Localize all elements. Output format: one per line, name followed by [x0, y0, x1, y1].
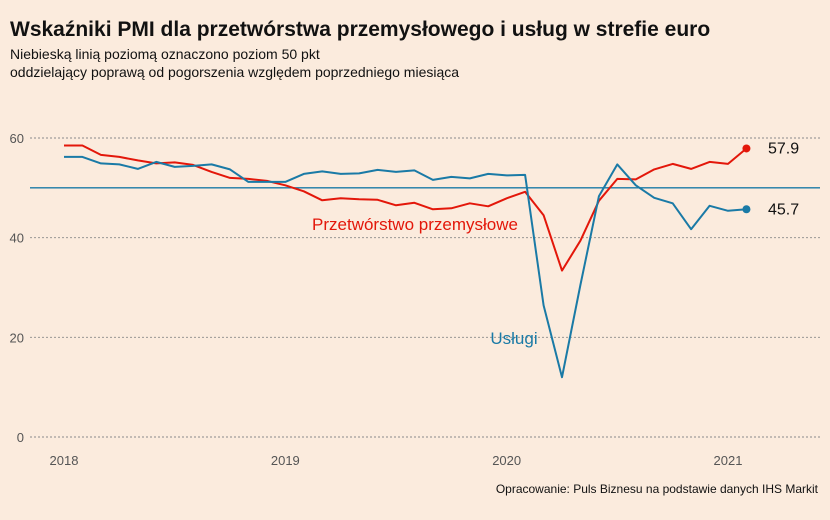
- y-tick-label-0: 0: [17, 430, 24, 445]
- services-series-line: [64, 155, 747, 379]
- services-end-point: [742, 205, 751, 214]
- y-tick-label-20: 20: [10, 330, 24, 345]
- x-tick-label-2018: 2018: [50, 453, 79, 468]
- manufacturing-end-label: 57.9: [768, 140, 799, 157]
- services-end-label: 45.7: [768, 201, 799, 218]
- chart-subtitle-line1: Niebieską linią poziomą oznaczono poziom…: [10, 46, 320, 62]
- source-caption: Opracowanie: Puls Biznesu na podstawie d…: [495, 482, 818, 496]
- x-tick-label-2021: 2021: [714, 453, 743, 468]
- manufacturing-series-line: [64, 144, 748, 272]
- y-tick-label-40: 40: [10, 231, 24, 246]
- services-series-label: Usługi: [490, 329, 537, 348]
- chart-subtitle-line2: oddzielający poprawą od pogorszenia wzgl…: [10, 64, 460, 80]
- manufacturing-end-point: [742, 144, 751, 153]
- manufacturing-series-label: Przetwórstwo przemysłowe: [312, 215, 518, 234]
- chart-title: Wskaźniki PMI dla przetwórstwa przemysło…: [10, 18, 711, 41]
- y-tick-label-60: 60: [10, 131, 24, 146]
- x-tick-label-2020: 2020: [492, 453, 521, 468]
- x-tick-label-2019: 2019: [271, 453, 300, 468]
